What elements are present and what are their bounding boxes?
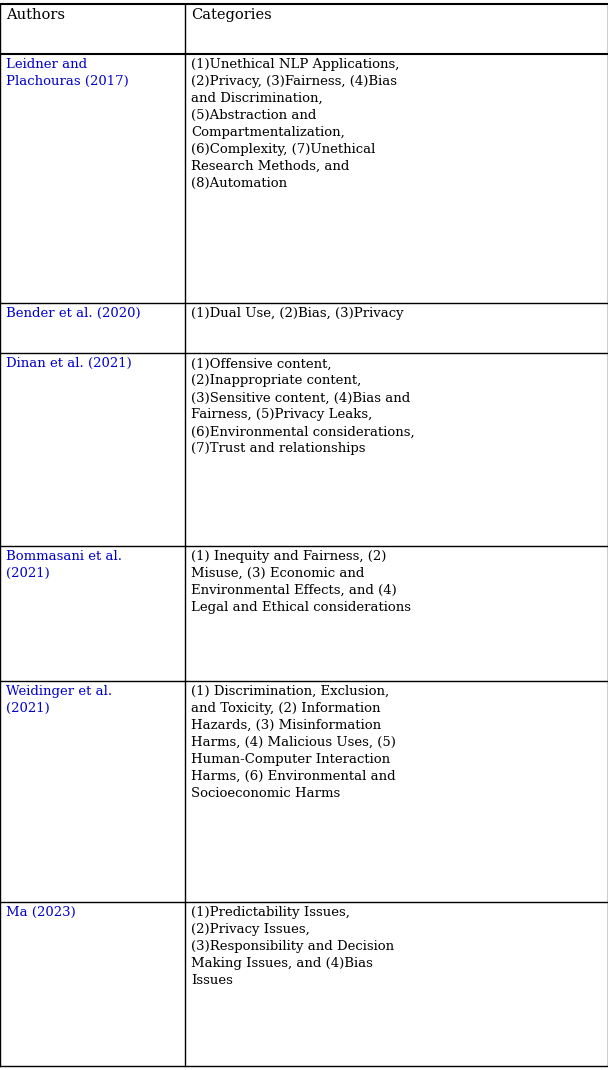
Text: (1)Offensive content,
(2)Inappropriate content,
(3)Sensitive content, (4)Bias an: (1)Offensive content, (2)Inappropriate c… xyxy=(192,357,415,456)
Text: (1)Unethical NLP Applications,
(2)Privacy, (3)Fairness, (4)Bias
and Discriminati: (1)Unethical NLP Applications, (2)Privac… xyxy=(192,58,400,190)
Text: (1)Dual Use, (2)Bias, (3)Privacy: (1)Dual Use, (2)Bias, (3)Privacy xyxy=(192,307,404,320)
Text: Bommasani et al.
(2021): Bommasani et al. (2021) xyxy=(6,550,122,580)
Text: (1) Discrimination, Exclusion,
and Toxicity, (2) Information
Hazards, (3) Misinf: (1) Discrimination, Exclusion, and Toxic… xyxy=(192,685,396,800)
Text: Dinan et al. (2021): Dinan et al. (2021) xyxy=(6,357,132,370)
Text: Weidinger et al.
(2021): Weidinger et al. (2021) xyxy=(6,685,112,715)
Text: (1) Inequity and Fairness, (2)
Misuse, (3) Economic and
Environmental Effects, a: (1) Inequity and Fairness, (2) Misuse, (… xyxy=(192,550,412,614)
Text: Ma (2023): Ma (2023) xyxy=(6,906,76,919)
Text: Bender et al. (2020): Bender et al. (2020) xyxy=(6,307,140,320)
Text: Authors: Authors xyxy=(6,7,65,22)
Text: Categories: Categories xyxy=(192,7,272,22)
Text: (1)Predictability Issues,
(2)Privacy Issues,
(3)Responsibility and Decision
Maki: (1)Predictability Issues, (2)Privacy Iss… xyxy=(192,906,395,987)
Text: Leidner and
Plachouras (2017): Leidner and Plachouras (2017) xyxy=(6,58,129,88)
